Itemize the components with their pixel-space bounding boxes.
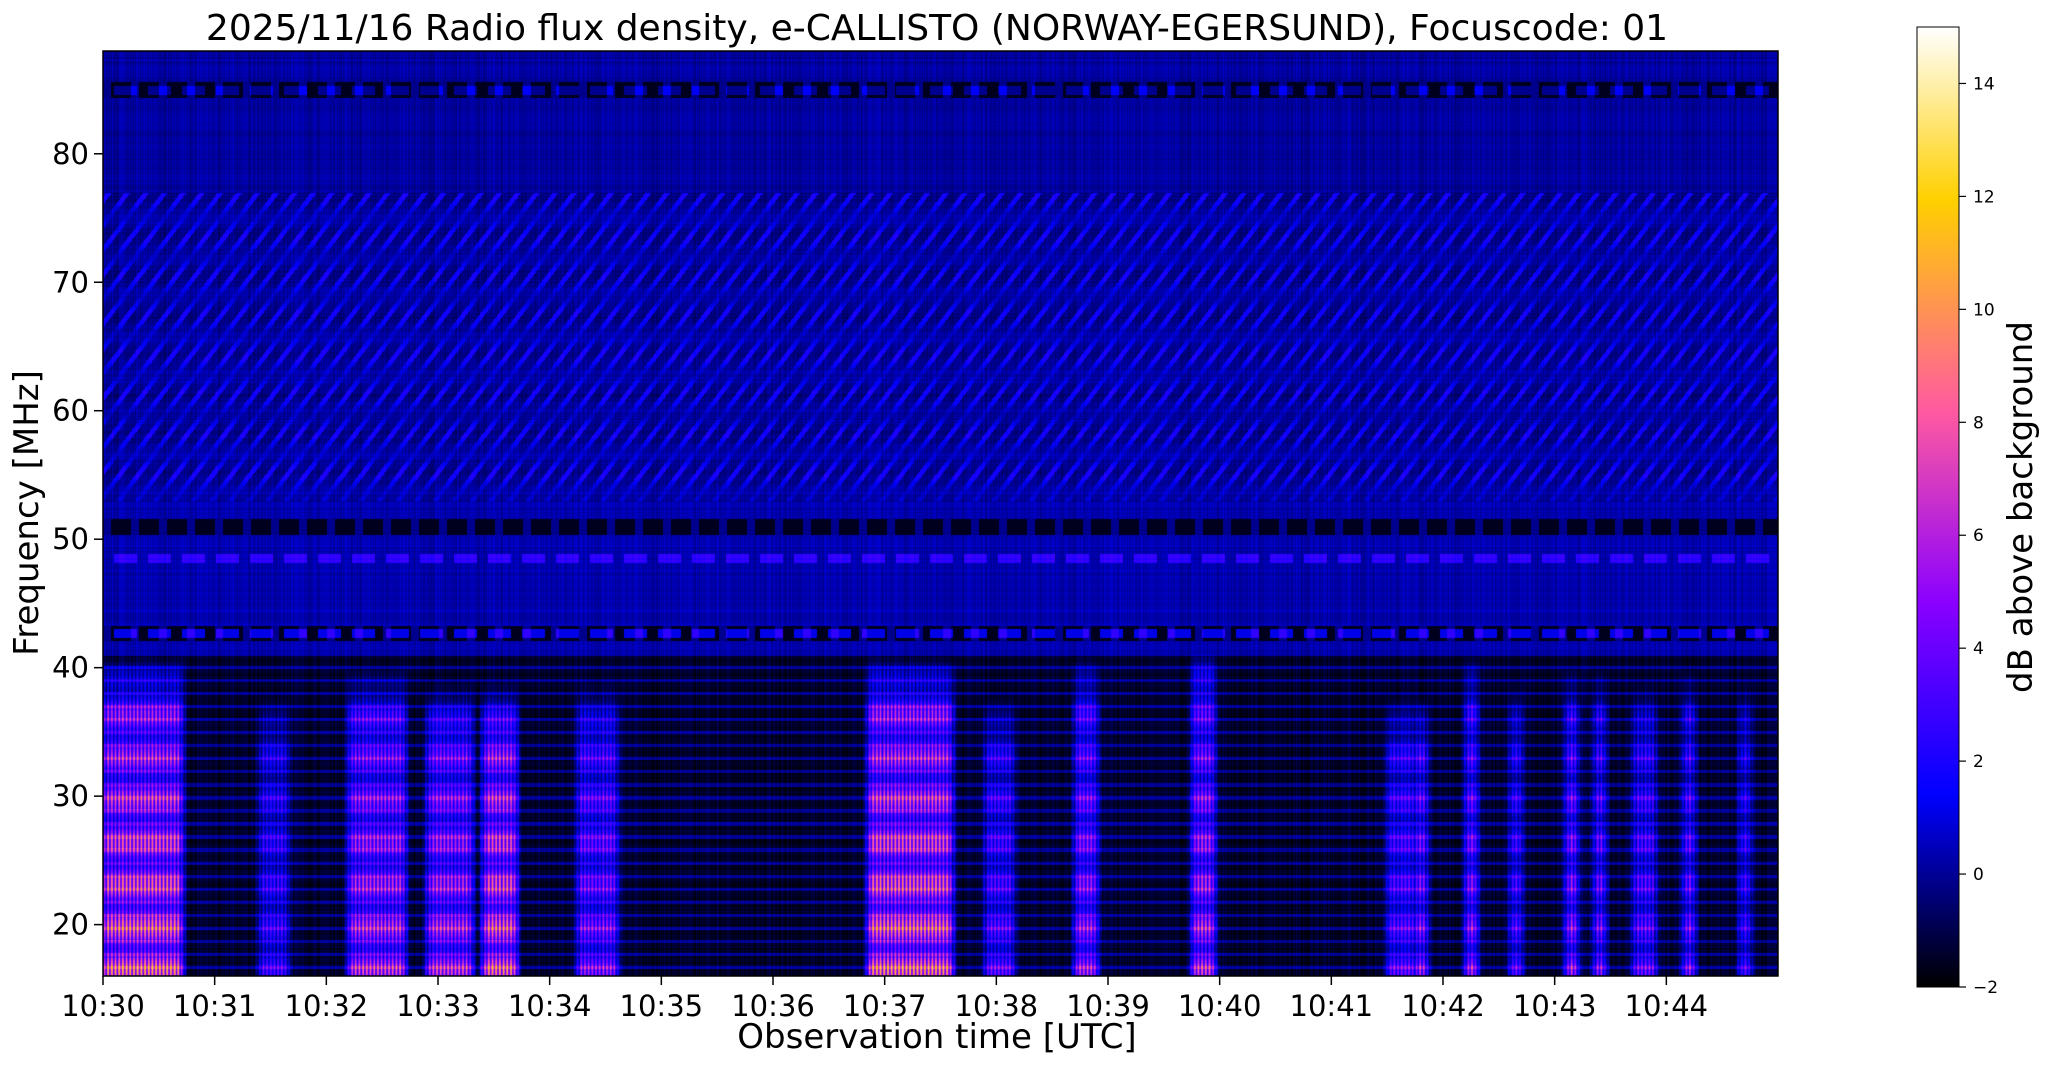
colorbar-tick-label: 8 [1973,413,1984,433]
colorbar-tick-label: 6 [1973,526,1984,546]
colorbar-tick-label: 4 [1973,639,1984,659]
x-tick-label: 10:31 [173,989,257,1023]
x-tick-label: 10:40 [1178,989,1262,1023]
x-axis: 10:30 10:31 10:32 10:33 10:34 10:35 10:36 10:37… [61,976,1708,1023]
colorbar-tick-label: 2 [1973,752,1984,772]
x-tick-label: 10:44 [1625,989,1709,1023]
x-axis-label: Observation time [UTC] [737,1017,1136,1057]
y-tick-label: 80 [52,137,89,171]
colorbar [1916,26,1960,988]
colorbar-label: dB above background [2001,321,2041,693]
y-axis-label: Frequency [MHz] [7,370,47,656]
x-tick-label: 10:42 [1401,989,1485,1023]
colorbar-tick-label: 12 [1973,187,1995,207]
colorbar-tick-label: −2 [1973,978,1998,998]
colorbar-tick-label: 10 [1973,300,1995,320]
spectrogram-heatmap [103,51,1778,976]
colorbar-tick-label: 0 [1973,865,1984,885]
y-tick-label: 30 [52,779,89,813]
y-tick-label: 50 [52,522,89,556]
colorbar-tick-label: 14 [1973,74,1995,94]
x-tick-label: 10:32 [285,989,369,1023]
plot-frame [102,50,1779,977]
x-tick-label: 10:43 [1513,989,1597,1023]
x-tick-label: 10:35 [620,989,704,1023]
y-axis: 20 30 40 50 60 70 80 [52,137,103,942]
x-tick-label: 10:33 [396,989,480,1023]
x-tick-label: 10:30 [61,989,145,1023]
y-tick-label: 20 [52,908,89,942]
chart-title: 2025/11/16 Radio flux density, e-CALLIST… [206,8,1668,49]
x-tick-label: 10:37 [843,989,927,1023]
x-tick-label: 10:38 [955,989,1039,1023]
x-tick-label: 10:36 [731,989,815,1023]
y-tick-label: 70 [52,265,89,299]
y-tick-label: 60 [52,394,89,428]
x-tick-label: 10:34 [508,989,592,1023]
x-tick-label: 10:39 [1066,989,1150,1023]
colorbar-axis: −2 0 2 4 6 8 10 12 14 [1959,74,1998,998]
x-tick-label: 10:41 [1290,989,1374,1023]
y-tick-label: 40 [52,651,89,685]
